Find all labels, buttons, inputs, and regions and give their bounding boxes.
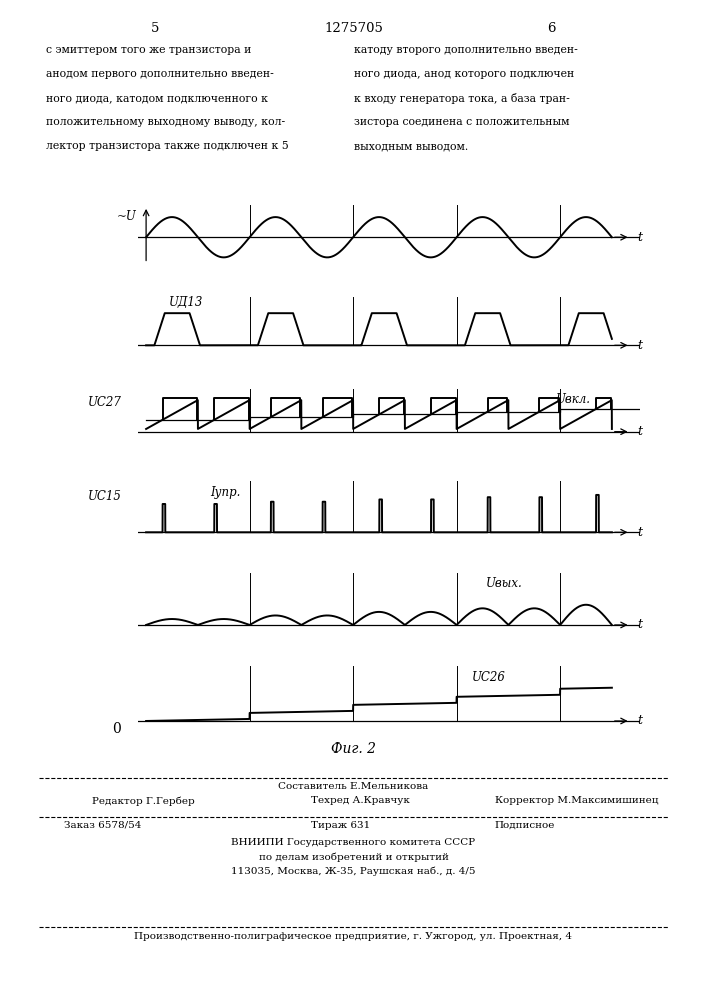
Text: 1275705: 1275705 [324,22,383,35]
Text: t: t [638,618,643,631]
Text: Техред А.Кравчук: Техред А.Кравчук [311,796,410,805]
Text: Производственно-полиграфическое предприятие, г. Ужгород, ул. Проектная, 4: Производственно-полиграфическое предприя… [134,932,573,941]
Text: Редактор Г.Гербер: Редактор Г.Гербер [92,796,194,806]
Text: Тираж 631: Тираж 631 [311,821,370,830]
Text: UC15: UC15 [88,490,122,503]
Text: 6: 6 [547,22,556,35]
Text: ного диода, катодом подключенного к: ного диода, катодом подключенного к [46,93,268,103]
Text: t: t [638,339,643,352]
Text: ВНИИПИ Государственного комитета СССР: ВНИИПИ Государственного комитета СССР [231,838,476,847]
Text: выходным выводом.: выходным выводом. [354,141,468,151]
Text: анодом первого дополнительно введен-: анодом первого дополнительно введен- [46,69,274,79]
Text: Корректор М.Максимишинец: Корректор М.Максимишинец [495,796,658,805]
Text: по делам изобретений и открытий: по делам изобретений и открытий [259,853,448,862]
Text: лектор транзистора также подключен к 5: лектор транзистора также подключен к 5 [46,141,288,151]
Text: ного диода, анод которого подключен: ного диода, анод которого подключен [354,69,574,79]
Text: t: t [638,425,643,438]
Text: UC27: UC27 [88,396,122,409]
Text: к входу генератора тока, а база тран-: к входу генератора тока, а база тран- [354,93,569,104]
Text: Iупр.: Iупр. [210,486,240,499]
Text: t: t [638,714,643,727]
Text: t: t [638,526,643,539]
Text: катоду второго дополнительно введен-: катоду второго дополнительно введен- [354,45,577,55]
Text: ~U: ~U [117,210,136,223]
Text: UC26: UC26 [472,671,506,684]
Text: положительному выходному выводу, кол-: положительному выходному выводу, кол- [46,117,285,127]
Text: 0: 0 [112,722,121,736]
Text: Заказ 6578/54: Заказ 6578/54 [64,821,141,830]
Text: с эмиттером того же транзистора и: с эмиттером того же транзистора и [46,45,251,55]
Text: 5: 5 [151,22,160,35]
Text: t: t [638,231,643,244]
Text: Uвкл.: Uвкл. [556,393,591,406]
Text: зистора соединена с положительным: зистора соединена с положительным [354,117,569,127]
Text: Фиг. 2: Фиг. 2 [331,742,376,756]
Text: 113035, Москва, Ж-35, Раушская наб., д. 4/5: 113035, Москва, Ж-35, Раушская наб., д. … [231,867,476,876]
Text: UД13: UД13 [169,296,203,309]
Text: Uвых.: Uвых. [486,577,523,590]
Text: Составитель Е.Мельникова: Составитель Е.Мельникова [279,782,428,791]
Text: Подписное: Подписное [495,821,555,830]
